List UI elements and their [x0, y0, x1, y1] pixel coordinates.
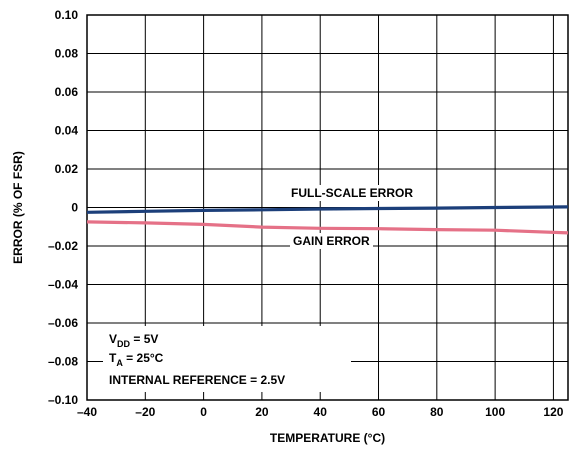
vdd-value: = 5V — [130, 332, 158, 346]
full-scale-error-line — [86, 205, 569, 214]
vdd-main: V — [109, 332, 117, 346]
gain-error-label: GAIN ERROR — [293, 234, 370, 248]
x-tick-label: –20 — [135, 405, 155, 419]
vdd-sub: DD — [117, 339, 130, 349]
ta-main: T — [109, 351, 117, 365]
ta-sub: A — [116, 358, 123, 368]
x-tick-label: 20 — [255, 405, 269, 419]
x-axis-title: TEMPERATURE (°C) — [270, 431, 385, 445]
ta-value: = 25°C — [123, 351, 164, 365]
y-tick-label: 0.08 — [55, 47, 79, 61]
x-tick-label: 80 — [430, 405, 444, 419]
y-tick-label: 0.02 — [55, 162, 79, 176]
y-axis-title: ERROR (% OF FSR) — [11, 151, 25, 264]
x-tick-label: 60 — [372, 405, 386, 419]
gain-label-background — [290, 233, 374, 249]
x-tick-label: 100 — [485, 405, 505, 419]
y-tick-label: 0.06 — [55, 85, 79, 99]
y-tick-label: 0 — [71, 201, 78, 215]
x-tick-label: –40 — [77, 405, 97, 419]
ta-condition: TA = 25°C — [109, 351, 164, 368]
series-lines — [86, 205, 569, 235]
full-scale-label-background — [288, 185, 417, 201]
y-tick-label: 0.10 — [55, 8, 79, 22]
conditions-box — [103, 326, 351, 392]
x-tick-label: 40 — [314, 405, 328, 419]
y-tick-label: –0.02 — [48, 239, 78, 253]
y-tick-label: –0.04 — [48, 278, 78, 292]
y-tick-label: –0.10 — [48, 393, 78, 407]
full-scale-error-label: FULL-SCALE ERROR — [291, 186, 413, 200]
y-tick-label: –0.08 — [48, 355, 78, 369]
y-tick-label: –0.06 — [48, 316, 78, 330]
y-tick-label: 0.04 — [55, 124, 79, 138]
vdd-condition: VDD = 5V — [109, 332, 158, 349]
x-tick-label: 120 — [543, 405, 563, 419]
gain-error-line — [86, 220, 569, 235]
y-tick-labels: 0.10 0.08 0.06 0.04 0.02 0 –0.02 –0.04 –0.06 –0.0… — [48, 8, 78, 407]
x-tick-label: 0 — [200, 405, 207, 419]
reference-condition: INTERNAL REFERENCE = 2.5V — [109, 373, 285, 387]
x-tick-labels: –40 –20 0 20 40 60 80 100 120 — [77, 405, 564, 419]
